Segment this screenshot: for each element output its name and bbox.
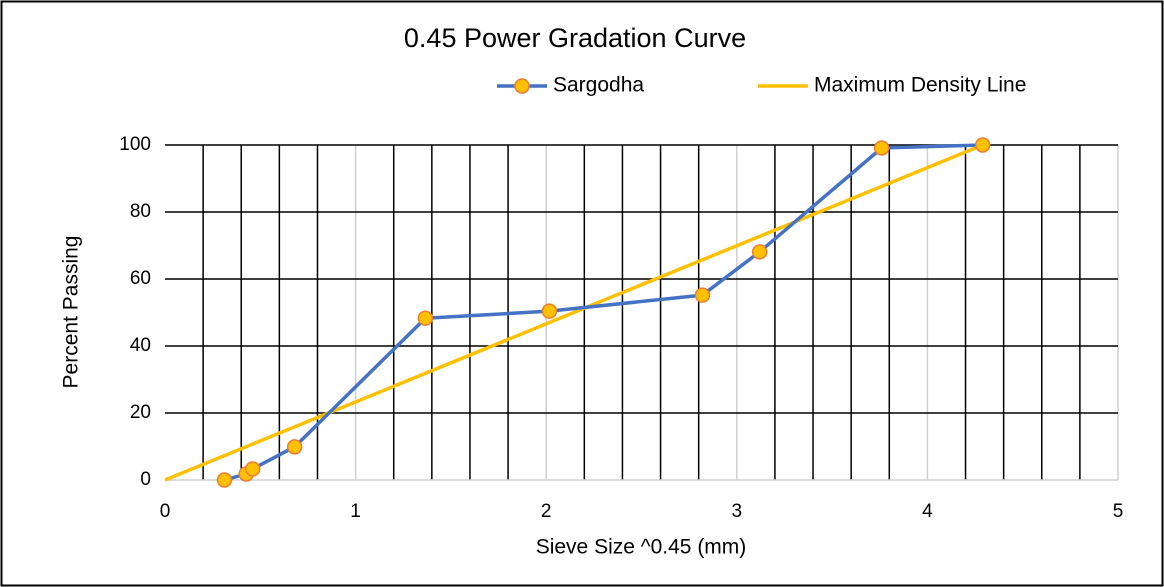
y-axis-label: Percent Passing — [60, 236, 83, 389]
data-point — [873, 140, 890, 156]
data-point — [417, 310, 434, 326]
y-tick-label: 60 — [130, 268, 151, 289]
data-point — [541, 303, 558, 319]
data-point — [751, 244, 768, 260]
x-tick-label: 4 — [922, 501, 933, 522]
y-tick-label: 40 — [130, 335, 151, 356]
y-tick-label: 0 — [140, 469, 151, 490]
series-line — [164, 143, 984, 482]
data-point — [216, 472, 233, 488]
data-point — [694, 287, 711, 303]
x-tick-label: 0 — [160, 501, 171, 522]
data-point — [974, 137, 991, 153]
y-tick-label: 20 — [130, 402, 151, 423]
x-tick-label: 5 — [1113, 501, 1124, 522]
y-tick-label: 100 — [119, 134, 151, 155]
data-point — [244, 461, 261, 477]
legend-label: Maximum Density Line — [814, 74, 1026, 97]
x-tick-label: 3 — [732, 501, 743, 522]
x-axis-label: Sieve Size ^0.45 (mm) — [536, 536, 747, 559]
legend-marker — [514, 78, 530, 94]
y-tick-label: 80 — [130, 201, 151, 222]
legend-label: Sargodha — [553, 74, 644, 97]
chart-title: 0.45 Power Gradation Curve — [404, 23, 746, 53]
data-point — [286, 439, 303, 455]
x-tick-label: 1 — [350, 501, 361, 522]
x-tick-label: 2 — [541, 501, 552, 522]
